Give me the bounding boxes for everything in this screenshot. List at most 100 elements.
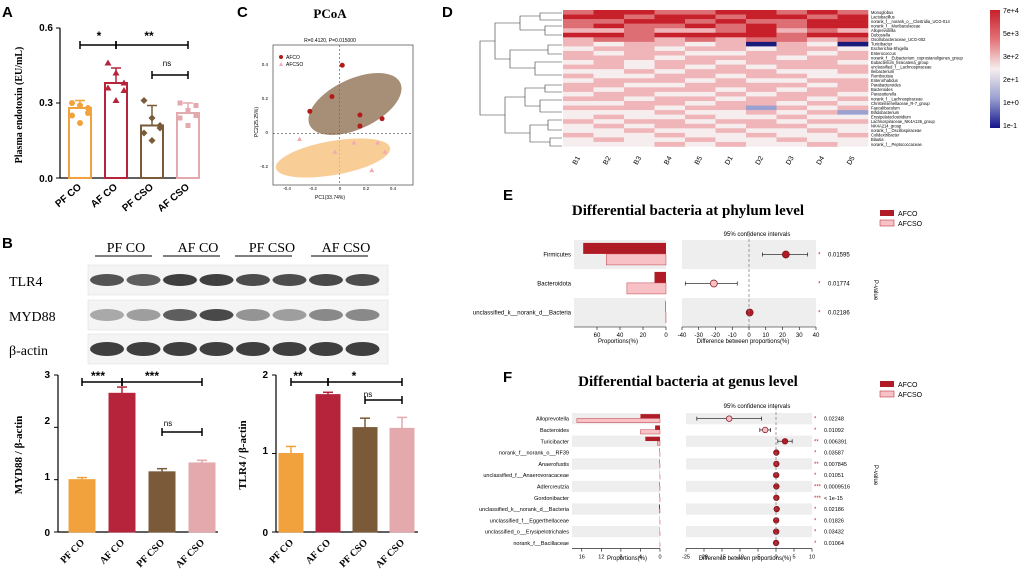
heat-cell-18-5 — [715, 91, 747, 97]
panel-e-right-tick-label: 40 — [813, 333, 820, 339]
heat-dendrogram-14 — [479, 40, 505, 116]
heat-cell-10-3 — [654, 55, 686, 61]
heat-row-label: Turicibacter — [871, 42, 893, 47]
heat-cell-26-5 — [715, 128, 747, 134]
heat-cell-3-9 — [837, 23, 869, 29]
heat-cell-23-0 — [563, 114, 594, 120]
blot-band-2-3 — [199, 342, 234, 356]
blot-band-0-1 — [126, 274, 161, 286]
panel-e-taxon-label: unclassified_k__norank_d__Bacteria — [473, 311, 572, 317]
panel-b1-ytick-0: 0 — [44, 528, 50, 539]
pcoa-point-afco-5 — [379, 116, 385, 122]
heat-cell-8-6 — [746, 46, 777, 52]
panel-f-star: * — [814, 530, 817, 536]
panel-a-point-3-2 — [193, 113, 199, 118]
heat-cell-5-4 — [685, 32, 716, 38]
heat-cell-27-2 — [624, 132, 655, 138]
heat-cell-3-3 — [654, 23, 686, 29]
panel-b1-bar-0 — [68, 479, 96, 533]
panel-e-stripe-left-2 — [574, 298, 666, 327]
panel-f-diff-point-3 — [773, 449, 780, 456]
heat-row-label: Enterococcus — [871, 51, 896, 56]
panel-e-right-tick-label: 20 — [779, 333, 786, 339]
panel-b1-bar-2 — [148, 471, 176, 533]
heat-cell-20-7 — [776, 101, 808, 106]
heat-row-label: Parabacteroides — [871, 83, 901, 88]
heat-cell-15-4 — [685, 78, 716, 84]
heat-cell-7-9 — [837, 41, 869, 47]
panel-letter-a: A — [2, 4, 13, 21]
panel-f-pvalue: 0.01826 — [824, 518, 844, 524]
panel-e-diff-point-0 — [781, 250, 790, 259]
heat-cell-11-3 — [654, 60, 686, 65]
panel-a-bar-0 — [68, 107, 92, 179]
panel-f-pvalue: 0.007845 — [824, 462, 847, 468]
panel-f-pvalue: 0.01051 — [824, 473, 844, 479]
heat-cell-15-0 — [563, 78, 594, 84]
heat-cell-13-8 — [807, 69, 838, 74]
panel-a-point-3-5 — [193, 103, 199, 108]
heat-cell-6-1 — [593, 37, 625, 43]
panel-b1-ylabel: MYD88 / β-actin — [13, 416, 25, 495]
heat-cell-0-3 — [654, 10, 686, 15]
heat-cell-2-6 — [746, 19, 777, 24]
panel-e-right-tick-label: -10 — [728, 333, 737, 339]
heat-cell-14-1 — [593, 73, 625, 79]
heat-col-label: B4 — [663, 155, 673, 166]
heat-col-label: D4 — [816, 155, 827, 166]
heat-cell-12-5 — [715, 64, 747, 70]
heat-row-label: norank_f__norank_o__Clostridia_UCG-014 — [871, 19, 950, 24]
heat-cell-12-6 — [746, 64, 777, 70]
panel-a-point-0-0 — [69, 100, 75, 106]
heat-cell-16-3 — [654, 82, 686, 88]
heat-cell-19-1 — [593, 96, 625, 102]
heat-cell-24-6 — [746, 119, 777, 125]
heat-cell-7-3 — [654, 41, 686, 47]
heat-cell-22-4 — [685, 110, 716, 115]
heat-cell-24-7 — [776, 119, 808, 125]
panel-e-right-tick-label: -40 — [678, 333, 687, 339]
heat-legend-1: 5e+3 — [1003, 31, 1019, 38]
heat-row-label: Oscillobacteraceae_UCG-002 — [871, 37, 926, 42]
heat-cell-29-1 — [593, 141, 625, 147]
heat-cell-6-3 — [654, 37, 686, 43]
pcoa-legend-tri-afcso — [279, 62, 283, 66]
panel-e-title: Differential bacteria at phylum level — [572, 203, 804, 219]
panel-a-point-1-0 — [104, 59, 112, 66]
panel-a-sig-0: * — [97, 29, 102, 43]
heat-legend-bar — [990, 10, 1000, 128]
heat-cell-16-2 — [624, 82, 655, 88]
panel-b2-sig-2: ns — [364, 390, 372, 399]
heat-cell-10-4 — [685, 55, 716, 61]
heat-cell-23-7 — [776, 114, 808, 120]
heat-cell-20-5 — [715, 101, 747, 106]
heat-cell-26-3 — [654, 128, 686, 134]
blot-band-1-7 — [345, 309, 380, 321]
pcoa-point-afco-1 — [329, 94, 335, 100]
panel-f-bar-afcso-0 — [576, 418, 661, 423]
blot-band-0-7 — [345, 274, 380, 286]
panel-f-xlabel-right: Difference between proportions(%) — [699, 556, 792, 562]
heat-row-label: norank_f__Lachnospiraceae — [871, 96, 923, 101]
panel-e-bar-afcso-1 — [626, 282, 667, 295]
heat-cell-15-3 — [654, 78, 686, 84]
pcoa-legend-afcso: AFCSO — [286, 62, 303, 68]
pcoa-subtitle: R=0.4120, P=0.015000 — [304, 38, 356, 44]
pcoa-ytick-0: 0.4 — [262, 62, 269, 67]
heat-cell-15-9 — [837, 78, 869, 84]
pcoa-point-afcso-4 — [375, 140, 381, 145]
panel-f-stripe-right-6 — [686, 480, 812, 493]
heat-cell-29-9 — [837, 141, 869, 147]
panel-a-point-3-3 — [177, 115, 183, 121]
heat-cell-1-7 — [776, 14, 808, 20]
heat-cell-13-3 — [654, 69, 686, 74]
heat-cell-7-2 — [624, 41, 655, 47]
heat-cell-22-5 — [715, 110, 747, 115]
heat-cell-19-6 — [746, 96, 777, 102]
panel-f-left-tick-label: 4 — [639, 555, 642, 561]
heat-cell-21-5 — [715, 105, 747, 111]
pcoa-ellipse-afco — [308, 73, 402, 135]
panel-f-diff-point-0 — [726, 415, 733, 422]
heat-row-label: Blautia — [871, 137, 884, 142]
heat-cell-27-9 — [837, 132, 869, 138]
